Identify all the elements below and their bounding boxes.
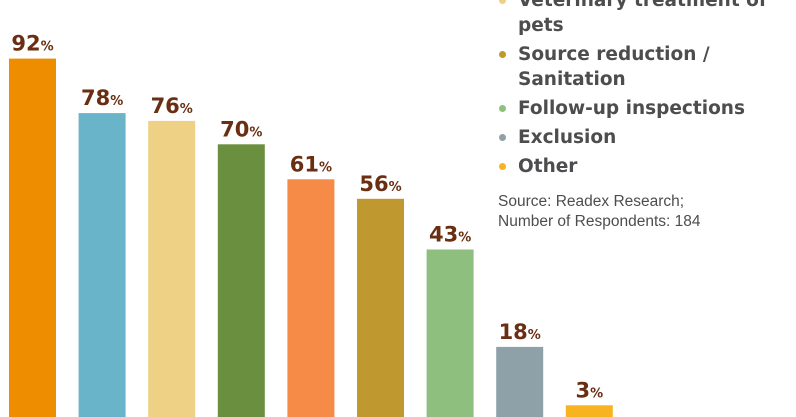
source-note: Source: Readex Research; Number of Respo… (498, 192, 788, 232)
bar-7 (426, 249, 474, 417)
value-label-4: 70% (220, 117, 262, 141)
legend: Veterinary treatment of pets Source reduc… (498, 0, 796, 183)
value-label-2: 78% (81, 86, 123, 110)
bar-8 (496, 346, 544, 417)
bar-4 (217, 144, 265, 417)
legend-bullet-icon (499, 0, 506, 4)
legend-label: Veterinary treatment of pets (518, 0, 767, 36)
legend-label: Follow-up inspections (518, 98, 745, 119)
legend-bullet-icon (499, 105, 506, 112)
value-label-1: 92% (11, 32, 53, 56)
legend-item: Follow-up inspections (498, 96, 796, 121)
bar-1 (9, 58, 56, 417)
legend-label: Exclusion (518, 127, 617, 148)
bar-9 (565, 405, 613, 417)
value-label-5: 61% (290, 152, 332, 176)
bar-5 (287, 179, 335, 417)
legend-label: Other (518, 156, 578, 177)
bars-group (9, 58, 613, 417)
value-label-8: 18% (499, 320, 541, 344)
bar-3 (148, 120, 196, 417)
legend-item: Other (498, 154, 796, 179)
value-label-3: 76% (151, 94, 193, 118)
legend-item: Source reduction / Sanitation (498, 42, 796, 92)
value-label-9: 3% (575, 378, 603, 402)
value-labels-group: 92% 78% 76% 70% 61% 56% 43% 18% 3% (11, 32, 603, 403)
value-label-6: 56% (359, 172, 401, 196)
value-label-7: 43% (429, 223, 471, 247)
source-line: Source: Readex Research; (498, 193, 685, 210)
bar-2 (78, 113, 126, 417)
legend-label: Source reduction / Sanitation (518, 44, 710, 90)
legend-bullet-icon (499, 51, 506, 58)
legend-item: Exclusion (498, 125, 796, 150)
legend-bullet-icon (499, 163, 506, 170)
legend-item: Veterinary treatment of pets (498, 0, 796, 38)
bar-6 (357, 198, 404, 417)
respondents-line: Number of Respondents: 184 (498, 213, 701, 230)
legend-bullet-icon (499, 134, 506, 141)
